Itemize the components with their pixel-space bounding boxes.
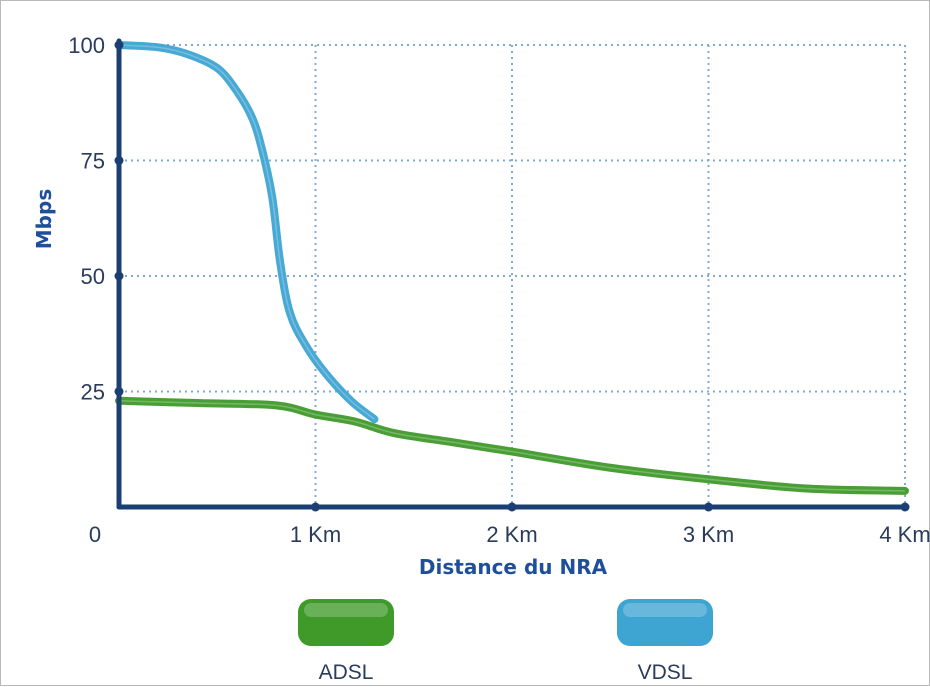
vdsl-series-line xyxy=(115,41,379,424)
series-lines xyxy=(115,41,909,495)
y-tick-label: 50 xyxy=(81,264,105,289)
vdsl-legend-label: VDSL xyxy=(638,661,693,684)
x-tick-label: 3 Km xyxy=(683,522,734,547)
adsl-legend-swatch-gloss xyxy=(304,603,388,617)
x-tick-label: 0 xyxy=(89,522,101,547)
vdsl-series-highlight xyxy=(118,44,375,420)
grid xyxy=(119,44,906,507)
x-tick-label: 2 Km xyxy=(486,522,537,547)
adsl-legend-label: ADSL xyxy=(319,661,374,684)
y-axis-title: Mbps xyxy=(32,189,56,249)
y-tick-label: 25 xyxy=(81,380,105,405)
y-tick-label: 75 xyxy=(81,149,105,174)
adsl-legend-swatch xyxy=(298,599,394,646)
x-tick-label: 4 Km xyxy=(879,522,930,547)
tick-labels: 0 1 Km 2 Km 3 Km 4 Km 25 50 75 100 xyxy=(68,33,930,547)
vdsl-legend-swatch-gloss xyxy=(623,603,707,617)
x-axis-title: Distance du NRA xyxy=(419,555,608,579)
y-tick-label: 100 xyxy=(68,33,105,58)
vdsl-legend-swatch xyxy=(617,599,713,646)
adsl-series-line xyxy=(115,396,909,495)
x-tick-label: 1 Km xyxy=(290,522,341,547)
legend: ADSL VDSL xyxy=(298,599,713,684)
adsl-series-highlight xyxy=(118,399,906,492)
axes xyxy=(114,38,910,512)
